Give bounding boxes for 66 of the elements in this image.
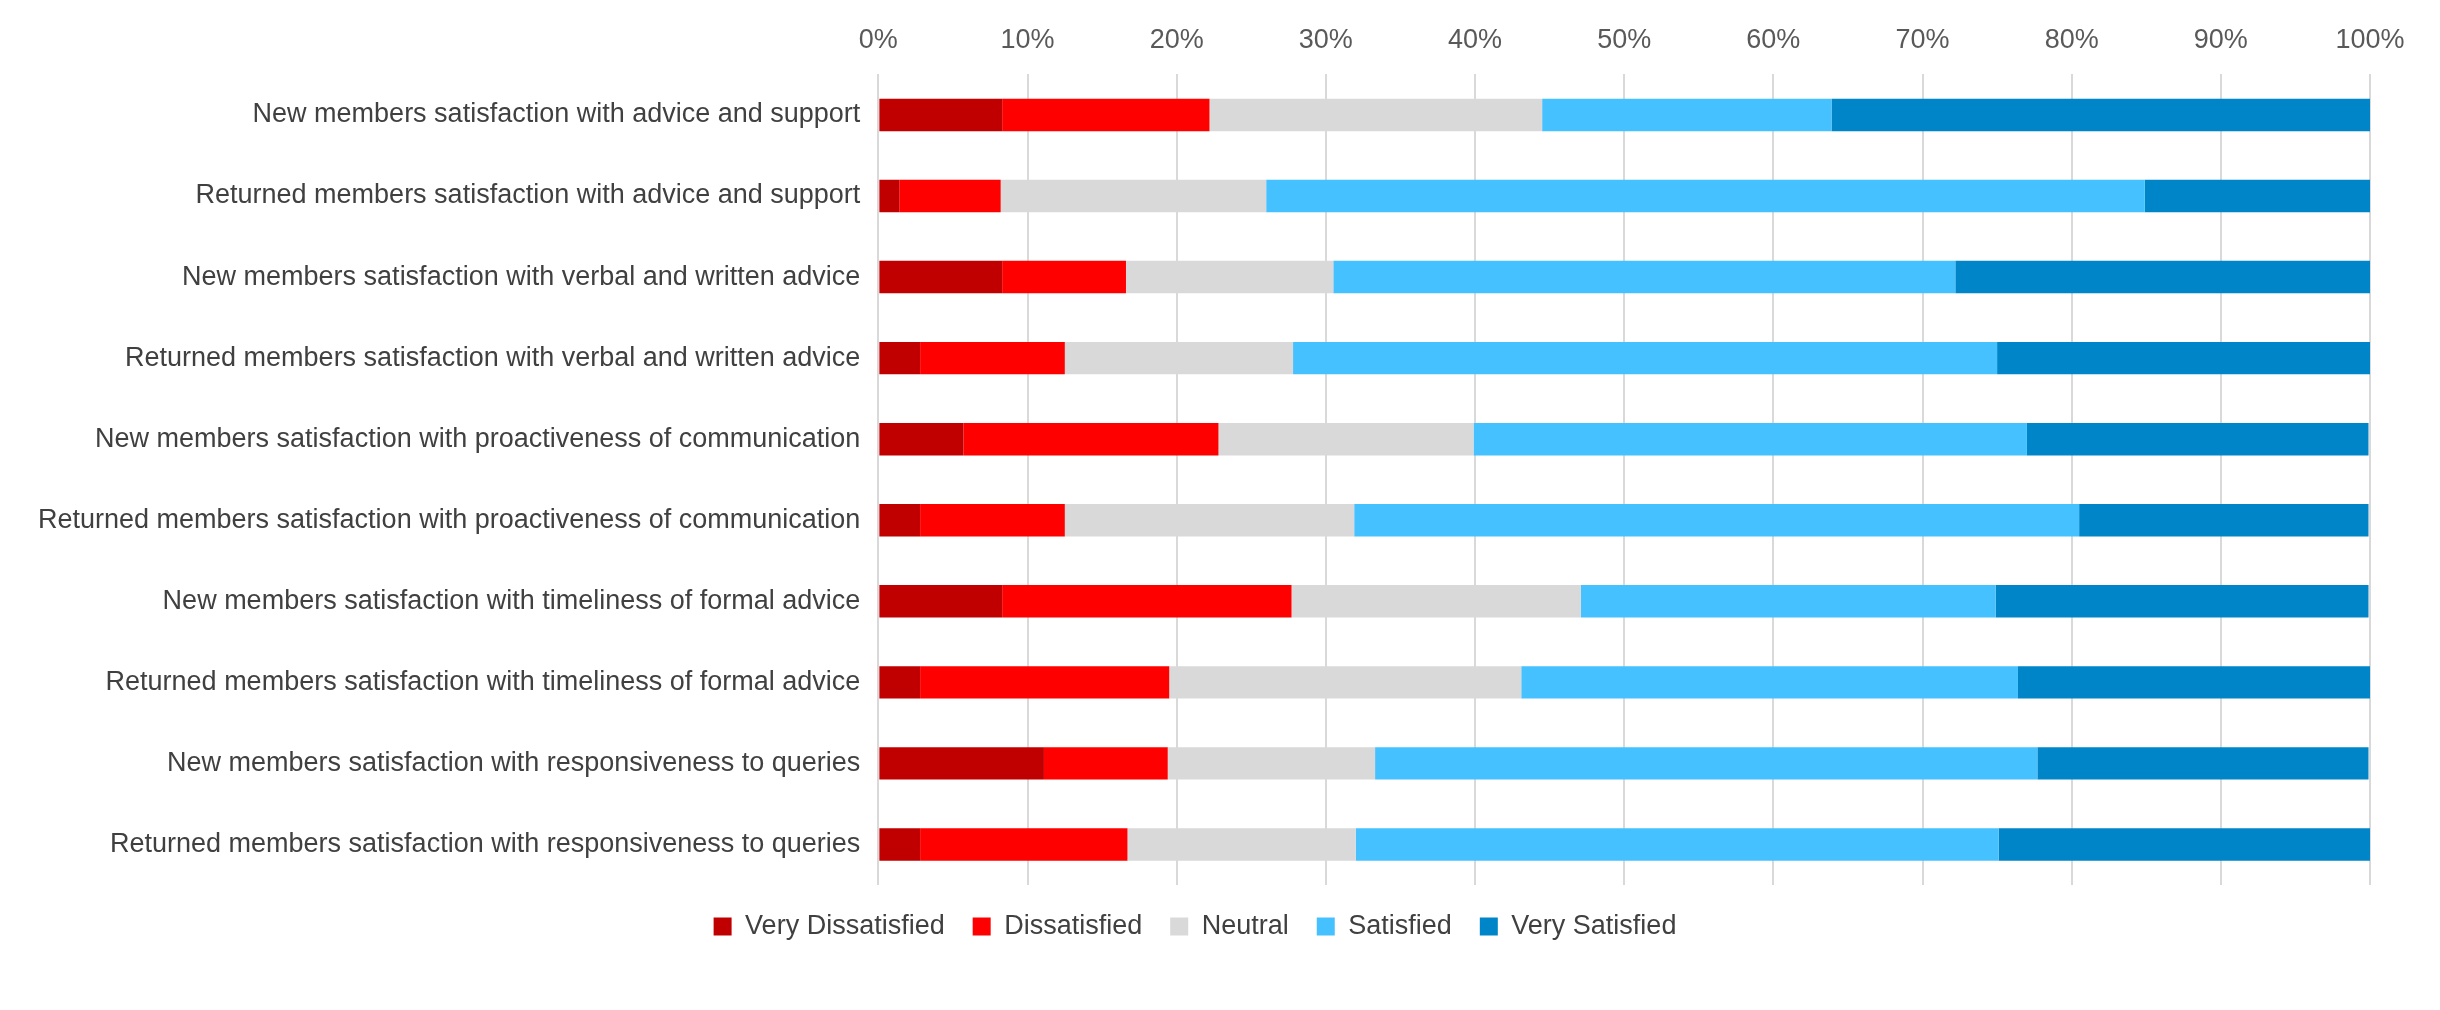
legend-label: Very Dissatisfied bbox=[745, 909, 945, 940]
bar bbox=[920, 666, 1170, 699]
y-tick-label: New members satisfaction with responsiveness to queries bbox=[167, 746, 861, 777]
bar bbox=[1002, 585, 1292, 618]
x-tick-label: 30% bbox=[1298, 23, 1353, 54]
bar bbox=[1998, 828, 2370, 861]
bar bbox=[1354, 504, 2080, 537]
y-tick-label: Returned members satisfaction with verbal and written advice bbox=[125, 341, 861, 372]
bar bbox=[1002, 260, 1126, 294]
bar bbox=[920, 828, 1128, 861]
bar bbox=[1955, 260, 2370, 294]
y-tick-label: Returned members satisfaction with responsiveness to queries bbox=[110, 827, 861, 858]
bar bbox=[1043, 747, 1168, 780]
bar bbox=[879, 747, 1044, 780]
legend-label: Very Satisfied bbox=[1511, 909, 1677, 940]
legend-label: Dissatisfied bbox=[1004, 909, 1143, 940]
bar bbox=[1293, 341, 1998, 375]
bar bbox=[920, 341, 1065, 375]
y-tick-label: Returned members satisfaction with proactiveness of communication bbox=[37, 503, 861, 534]
bar bbox=[1375, 747, 2038, 780]
bar bbox=[879, 666, 921, 699]
x-tick-label: 80% bbox=[2044, 23, 2099, 54]
bar bbox=[1542, 98, 1832, 132]
y-tick-label: Returned members satisfaction with advice and support bbox=[195, 179, 861, 210]
bar bbox=[879, 341, 921, 375]
y-tick-label: New members satisfaction with timeliness of formal advice bbox=[162, 584, 861, 615]
bar bbox=[899, 179, 1001, 213]
bar bbox=[1997, 341, 2370, 375]
x-tick-label: 10% bbox=[1000, 23, 1055, 54]
bar bbox=[2079, 504, 2369, 537]
bar bbox=[1355, 828, 1999, 861]
x-tick-label: 0% bbox=[858, 23, 898, 54]
x-tick-label: 100% bbox=[2335, 23, 2405, 54]
x-tick-label: 90% bbox=[2193, 23, 2248, 54]
x-tick-label: 40% bbox=[1448, 23, 1503, 54]
x-tick-label: 20% bbox=[1149, 23, 1204, 54]
legend-label: Neutral bbox=[1201, 909, 1289, 940]
bar bbox=[2026, 422, 2369, 456]
bar bbox=[1002, 98, 1210, 132]
bar bbox=[2037, 747, 2369, 780]
bar bbox=[879, 504, 921, 537]
bar bbox=[963, 422, 1219, 456]
bar bbox=[879, 179, 900, 213]
bar bbox=[920, 504, 1065, 537]
bar bbox=[879, 98, 1003, 132]
bar bbox=[1995, 585, 2369, 618]
bar bbox=[1266, 179, 2145, 213]
bar bbox=[2144, 179, 2370, 213]
y-tick-label: Returned members satisfaction with timeliness of formal advice bbox=[105, 665, 861, 696]
bar bbox=[2017, 666, 2370, 699]
legend-label: Satisfied bbox=[1348, 909, 1452, 940]
x-tick-label: 70% bbox=[1895, 23, 1950, 54]
y-tick-label: New members satisfaction with advice and support bbox=[252, 98, 861, 129]
bar bbox=[879, 828, 921, 861]
bar bbox=[1473, 422, 2027, 456]
y-tick-label: New members satisfaction with proactiveness of communication bbox=[95, 422, 861, 453]
bar bbox=[1580, 585, 1996, 618]
y-tick-label: New members satisfaction with verbal and written advice bbox=[182, 260, 861, 291]
bar bbox=[1521, 666, 2018, 699]
bar bbox=[879, 585, 1003, 618]
bar bbox=[879, 260, 1003, 294]
x-tick-label: 50% bbox=[1597, 23, 1652, 54]
x-tick-label: 60% bbox=[1746, 23, 1801, 54]
bar bbox=[1831, 98, 2370, 132]
bar bbox=[1333, 260, 1956, 294]
bar bbox=[879, 422, 964, 456]
